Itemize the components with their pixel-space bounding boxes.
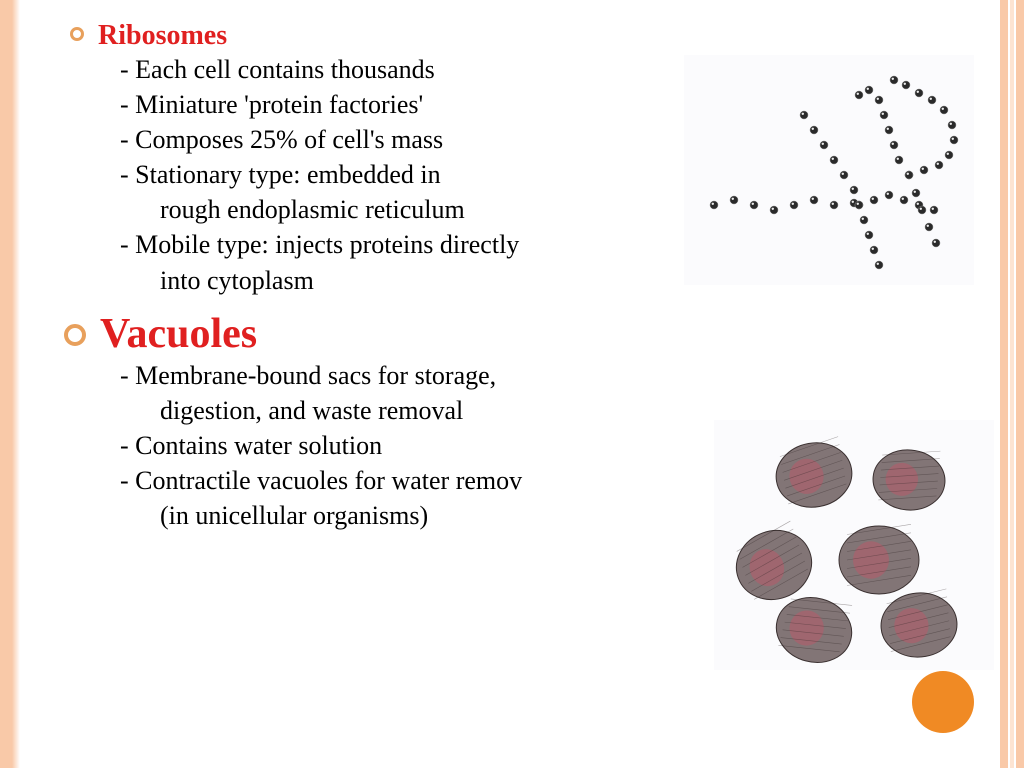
right-border-stripes	[994, 0, 1024, 768]
bullet-ring-icon	[70, 27, 84, 41]
heading-ribosomes: Ribosomes	[98, 20, 227, 52]
ribosome-illustration	[684, 55, 974, 285]
left-border-stripe	[0, 0, 20, 768]
orange-circle-decoration	[912, 671, 974, 733]
bullet-ring-icon	[64, 324, 86, 346]
heading-vacuoles: Vacuoles	[100, 310, 257, 358]
body-line: - Membrane-bound sacs for storage,	[120, 358, 970, 393]
vacuole-illustration	[714, 420, 994, 670]
